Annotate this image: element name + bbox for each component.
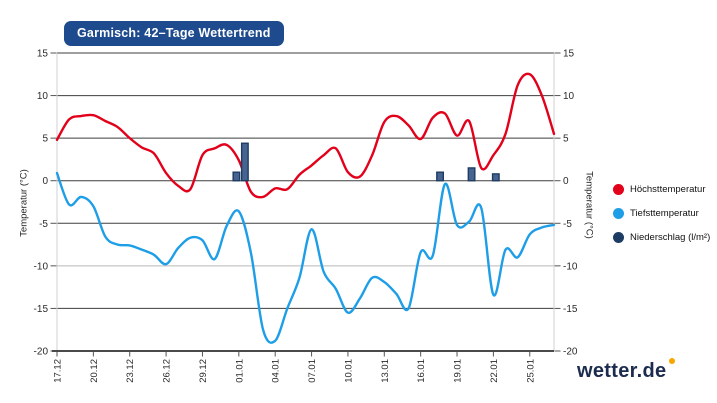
svg-text:16.01: 16.01 bbox=[416, 359, 427, 383]
svg-text:-20: -20 bbox=[34, 347, 49, 358]
y-axis-title-right: Temperatur (°C) bbox=[583, 171, 595, 239]
svg-text:5: 5 bbox=[42, 134, 48, 145]
legend-label: Niederschlag (l/m²) bbox=[630, 232, 711, 243]
svg-text:-5: -5 bbox=[39, 219, 48, 230]
y-gridlines bbox=[50, 52, 561, 352]
svg-text:13.01: 13.01 bbox=[380, 359, 391, 383]
svg-text:5: 5 bbox=[563, 134, 569, 145]
legend-item-max-temp[interactable]: Höchsttemperatur bbox=[613, 184, 710, 195]
svg-text:22.01: 22.01 bbox=[489, 359, 500, 383]
svg-text:10: 10 bbox=[37, 91, 49, 102]
max-temp-line bbox=[55, 72, 556, 199]
legend-item-precipitation[interactable]: Niederschlag (l/m²) bbox=[613, 232, 710, 243]
legend: Höchsttemperatur Tiefsttemperatur Nieder… bbox=[613, 184, 710, 243]
svg-text:0: 0 bbox=[563, 176, 569, 187]
svg-text:07.01: 07.01 bbox=[307, 359, 318, 383]
x-axis-labels: 17.12 20.12 23.12 26.12 29.12 01.01 04.01 07.01… bbox=[53, 352, 536, 383]
min-temp-line bbox=[55, 171, 556, 344]
svg-text:01.01: 01.01 bbox=[234, 359, 245, 383]
svg-text:-20: -20 bbox=[563, 347, 578, 358]
svg-text:15: 15 bbox=[37, 49, 49, 60]
svg-text:20.12: 20.12 bbox=[89, 359, 100, 383]
svg-text:-10: -10 bbox=[34, 261, 49, 272]
svg-text:29.12: 29.12 bbox=[198, 359, 209, 383]
svg-text:10.01: 10.01 bbox=[343, 359, 354, 383]
svg-text:-15: -15 bbox=[563, 304, 578, 315]
precipitation-bar bbox=[436, 171, 445, 182]
precipitation-bars bbox=[232, 142, 500, 182]
svg-text:10: 10 bbox=[563, 91, 575, 102]
precipitation-bar bbox=[232, 171, 241, 182]
y-axis-title-left: Temperatur (°C) bbox=[18, 169, 30, 237]
legend-label: Höchsttemperatur bbox=[630, 184, 706, 195]
svg-text:19.01: 19.01 bbox=[453, 359, 464, 383]
svg-text:15: 15 bbox=[563, 49, 575, 60]
svg-text:-5: -5 bbox=[563, 219, 572, 230]
wetter-de-logo: wetter.de bbox=[577, 358, 676, 383]
precipitation-bar bbox=[467, 167, 476, 182]
logo-text: wetter.de bbox=[577, 360, 667, 382]
svg-text:-15: -15 bbox=[34, 304, 49, 315]
svg-text:25.01: 25.01 bbox=[525, 359, 536, 383]
chart-title: Garmisch: 42–Tage Wettertrend bbox=[77, 26, 271, 40]
svg-text:23.12: 23.12 bbox=[125, 359, 136, 383]
svg-text:-10: -10 bbox=[563, 261, 578, 272]
min-temp-dot-icon bbox=[613, 208, 624, 219]
y-axis-labels: 15 15 10 10 5 5 0 0 -5 -5 -10 -10 -15 -15 -20 -20 bbox=[34, 49, 578, 358]
svg-text:0: 0 bbox=[42, 176, 48, 187]
chart-title-badge: Garmisch: 42–Tage Wettertrend bbox=[64, 21, 284, 46]
max-temp-dot-icon bbox=[613, 184, 624, 195]
logo-degree-dot-icon bbox=[669, 358, 676, 364]
svg-text:26.12: 26.12 bbox=[162, 359, 173, 383]
svg-text:04.01: 04.01 bbox=[271, 359, 282, 383]
precipitation-bar bbox=[491, 173, 500, 182]
precipitation-dot-icon bbox=[613, 232, 624, 243]
precipitation-bar bbox=[240, 142, 249, 182]
svg-text:17.12: 17.12 bbox=[53, 359, 64, 383]
legend-label: Tiefsttemperatur bbox=[630, 208, 699, 219]
legend-item-min-temp[interactable]: Tiefsttemperatur bbox=[613, 208, 710, 219]
